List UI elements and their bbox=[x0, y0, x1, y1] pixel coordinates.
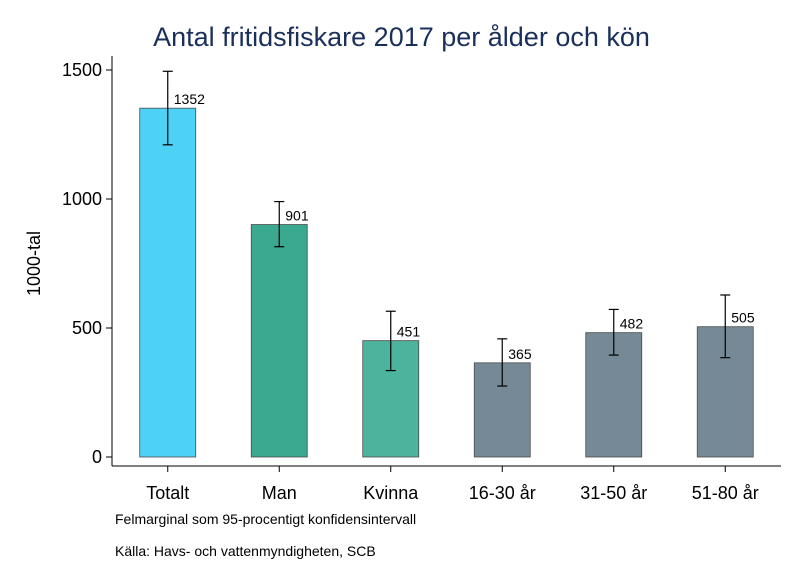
x-tick-label: Man bbox=[262, 483, 297, 503]
data-label: 901 bbox=[285, 208, 309, 224]
data-label: 1352 bbox=[174, 91, 205, 107]
bars bbox=[139, 107, 754, 458]
x-tick-label: 51-80 år bbox=[692, 483, 759, 503]
y-tick-label: 500 bbox=[72, 318, 102, 338]
bar bbox=[139, 107, 197, 458]
x-tick-label: Totalt bbox=[146, 483, 189, 503]
x-tick-label: 31-50 år bbox=[580, 483, 647, 503]
data-label: 482 bbox=[620, 316, 644, 332]
source-note: Källa: Havs- och vattenmyndigheten, SCB bbox=[115, 543, 376, 559]
bar bbox=[250, 224, 308, 458]
x-tick-label: 16-30 år bbox=[469, 483, 536, 503]
error-bars bbox=[162, 70, 731, 387]
data-label: 505 bbox=[731, 310, 755, 326]
y-tick-label: 1000 bbox=[62, 189, 102, 209]
ci-note: Felmarginal som 95-procentigt konfidensi… bbox=[115, 511, 417, 527]
x-tick-label: Kvinna bbox=[363, 483, 419, 503]
y-axis-title: 1000-tal bbox=[24, 231, 44, 296]
data-labels: 1352 901 451 365 482 505 bbox=[174, 91, 755, 362]
chart-title: Antal fritidsfiskare 2017 per ålder och … bbox=[153, 22, 650, 52]
y-tick-label: 0 bbox=[92, 447, 102, 467]
axes: 0 500 1000 1500 1000-tal Totalt Man Kvinna 16-30… bbox=[24, 56, 781, 503]
data-label: 365 bbox=[508, 346, 532, 362]
y-tick-label: 1500 bbox=[62, 60, 102, 80]
data-label: 451 bbox=[397, 324, 421, 340]
